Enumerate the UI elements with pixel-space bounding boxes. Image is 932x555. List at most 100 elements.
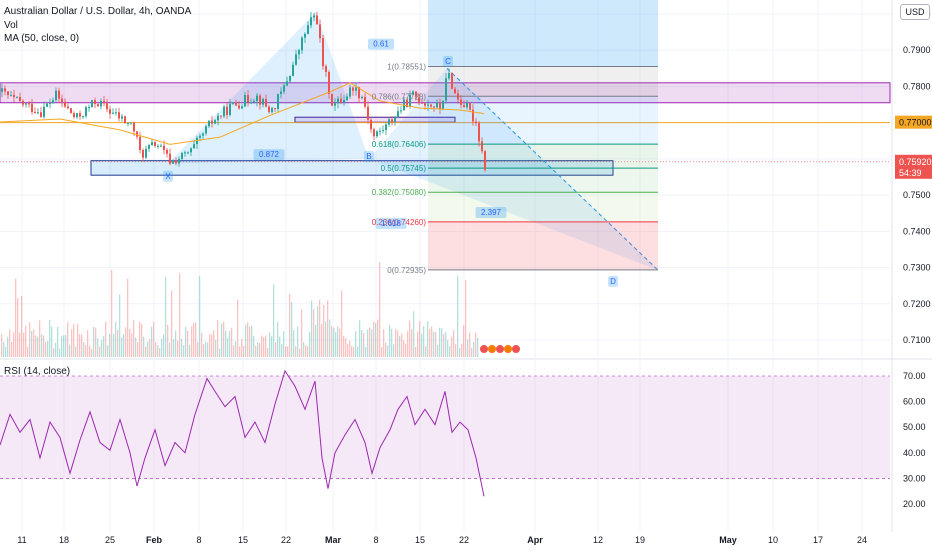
candle-body	[328, 72, 330, 94]
volume-bar	[271, 336, 273, 357]
volume-bar	[245, 324, 247, 357]
volume-bar	[321, 323, 323, 357]
volume-bar	[251, 325, 253, 357]
volume-bar	[133, 320, 135, 357]
candle-body	[352, 87, 354, 91]
candle-body	[172, 160, 174, 164]
rsi-tick-label: 50.00	[903, 422, 926, 432]
volume-bar	[391, 328, 393, 357]
candle-body	[280, 91, 282, 95]
event-flag-icon[interactable]	[480, 345, 488, 353]
volume-bar	[381, 347, 383, 357]
candle-body	[82, 116, 84, 118]
candle-body	[427, 104, 429, 106]
rsi-line	[0, 369, 485, 497]
volume-bar	[297, 326, 299, 357]
volume-bar	[235, 341, 237, 357]
volume-bar	[49, 319, 51, 357]
time-tick-label: Feb	[146, 535, 163, 545]
fib-level-label: 0.786(0.77728)	[372, 92, 427, 101]
volume-bar	[295, 346, 297, 357]
volume-bar	[473, 341, 475, 357]
candle-body	[325, 66, 327, 73]
candle-body	[22, 100, 24, 105]
rsi-tick-label: 20.00	[903, 499, 926, 509]
volume-bar	[283, 331, 285, 357]
volume-bar	[375, 322, 377, 357]
candle-body	[133, 122, 135, 132]
price-tick-label: 0.7300	[903, 263, 931, 273]
volume-bar	[353, 346, 355, 357]
volume-bar	[115, 321, 117, 357]
candle-body	[289, 75, 291, 82]
volume-bar	[315, 325, 317, 357]
candle-body	[103, 100, 105, 104]
candle-body	[10, 94, 12, 96]
candle-body	[100, 100, 102, 107]
pattern-point-badge	[443, 55, 453, 67]
event-flag-icon[interactable]	[496, 345, 504, 353]
event-flag-icon[interactable]	[512, 345, 520, 353]
volume-bar	[411, 329, 413, 357]
volume-bar	[93, 326, 95, 357]
volume-bar	[415, 346, 417, 357]
pattern-point-badge	[163, 170, 173, 182]
currency-button[interactable]: USD	[900, 4, 930, 20]
volume-bar	[269, 332, 271, 357]
event-icons[interactable]	[480, 345, 520, 353]
volume-bar	[207, 342, 209, 357]
candle-body	[151, 142, 153, 146]
candle-body	[295, 54, 297, 65]
candle-body	[178, 158, 180, 164]
volume-bar	[301, 309, 303, 357]
volume-bar	[265, 335, 267, 357]
candle-body	[190, 148, 192, 153]
volume-bar	[405, 343, 407, 357]
volume-bar	[67, 322, 69, 357]
candle-body	[88, 106, 90, 108]
candle-body	[118, 112, 120, 119]
volume-bar	[45, 341, 47, 357]
candle-body	[391, 119, 393, 123]
volume-bar	[193, 323, 195, 357]
ma-label: MA (50, close, 0)	[4, 33, 80, 44]
volume-bar	[417, 331, 419, 357]
volume-bar	[11, 341, 13, 357]
chart-title: Australian Dollar / U.S. Dollar, 4h, OAN…	[4, 6, 192, 17]
candle-body	[169, 153, 171, 164]
ma-line	[0, 82, 485, 145]
candle-body	[241, 106, 243, 109]
candle-body	[481, 141, 483, 152]
volume-bar	[311, 300, 313, 357]
pattern-point-badge	[608, 275, 618, 287]
pattern-ratio-label: 0.61	[373, 40, 389, 49]
volume-bar	[143, 336, 145, 357]
volume-bar	[229, 331, 231, 357]
time-tick-label: 8	[196, 535, 201, 545]
volume-bar	[343, 335, 345, 357]
event-flag-icon[interactable]	[488, 345, 496, 353]
volume-bar	[23, 332, 25, 357]
volume-bar	[223, 321, 225, 357]
volume-bar	[25, 325, 27, 357]
volume-bar	[191, 326, 193, 357]
candle-body	[421, 102, 423, 104]
countdown-text: 54:39	[899, 168, 922, 178]
volume-bar	[7, 336, 9, 357]
candle-body	[376, 131, 378, 137]
candle-body	[25, 103, 27, 105]
candle-body	[334, 103, 336, 106]
event-flag-icon[interactable]	[504, 345, 512, 353]
fib-level-label: 0.236(0.74260)	[372, 218, 427, 227]
volume-bar	[433, 331, 435, 357]
volume-bar	[307, 346, 309, 357]
volume-bar	[351, 345, 353, 357]
volume-bar	[457, 275, 459, 357]
volume-bar	[349, 340, 351, 357]
volume-bar	[13, 332, 15, 357]
candle-body	[349, 87, 351, 97]
volume-bar	[439, 327, 441, 357]
volume-bar	[225, 330, 227, 357]
